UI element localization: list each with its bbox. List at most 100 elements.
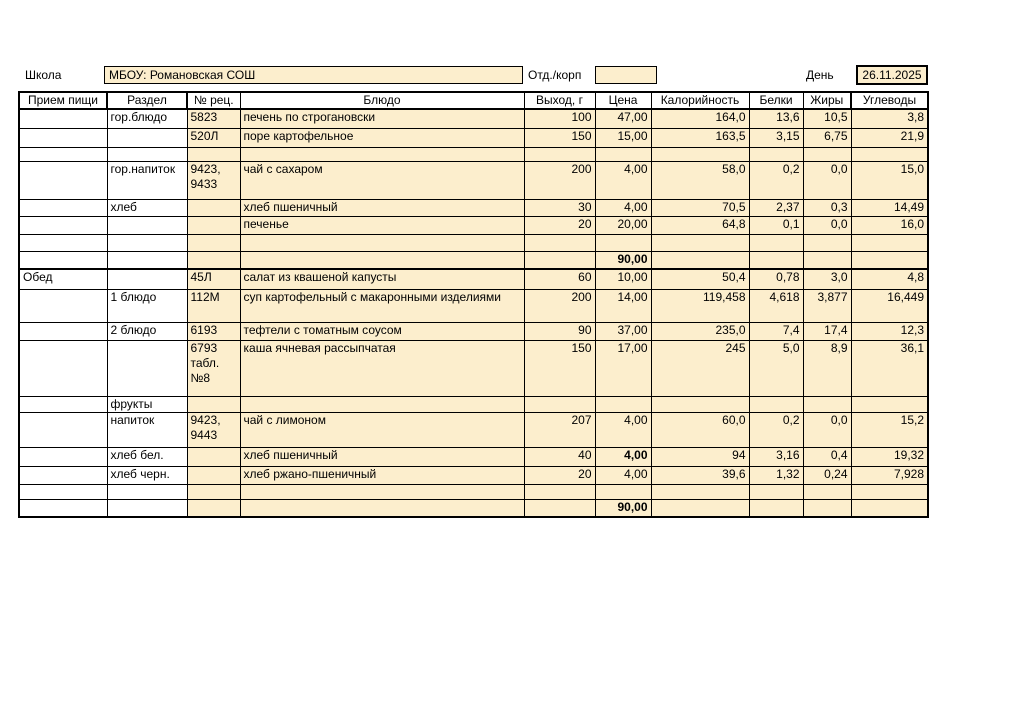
cell-calories: 119,458: [650, 288, 750, 323]
cell-section: гор.блюдо: [106, 108, 188, 129]
cell-recipe: 9423, 9433: [186, 160, 241, 200]
cell-output: [523, 146, 596, 162]
cell-dish: печенье: [239, 215, 525, 235]
col-header-protein: Белки: [748, 91, 804, 110]
table-row: хлеб хлеб пшеничный 30 4,00 70,5 2,37 0,3 14,49: [18, 198, 929, 217]
cell-section: хлеб: [106, 198, 188, 217]
cell-output: [523, 483, 596, 500]
cell-carbs: 36,1: [850, 339, 929, 397]
day-label: День: [806, 68, 834, 82]
cell-carbs: [850, 483, 929, 500]
cell-dish: [239, 250, 525, 270]
cell-carbs: [850, 250, 929, 270]
cell-meal: [18, 250, 108, 270]
cell-section: 1 блюдо: [106, 288, 188, 323]
cell-output: [523, 233, 596, 252]
cell-carbs: 16,0: [850, 215, 929, 235]
cell-dish: хлеб пшеничный: [239, 446, 525, 467]
cell-recipe: [186, 498, 241, 518]
cell-dish: [239, 233, 525, 252]
table-row: Обед 45Л салат из квашеной капусты 60 10,00 5…: [18, 268, 929, 290]
cell-fat: 0,0: [802, 160, 852, 200]
cell-dish: поре картофельное: [239, 127, 525, 148]
cell-section: напиток: [106, 411, 188, 448]
cell-fat: 0,0: [802, 411, 852, 448]
cell-fat: [802, 250, 852, 270]
cell-calories: [650, 146, 750, 162]
cell-recipe: 520Л: [186, 127, 241, 148]
cell-protein: [748, 395, 804, 413]
cell-protein: [748, 233, 804, 252]
cell-recipe: [186, 198, 241, 217]
dept-input[interactable]: [595, 66, 657, 84]
cell-fat: 10,5: [802, 108, 852, 129]
cell-protein: 7,4: [748, 321, 804, 341]
cell-protein: 3,15: [748, 127, 804, 148]
cell-dish: суп картофельный с макаронными изделиями: [239, 288, 525, 323]
school-label: Школа: [25, 68, 62, 82]
cell-fat: 6,75: [802, 127, 852, 148]
cell-price: 4,00: [594, 160, 652, 200]
dept-label: Отд./корп: [528, 68, 582, 82]
col-header-section: Раздел: [106, 91, 188, 110]
cell-meal: [18, 198, 108, 217]
cell-price: 4,00: [594, 411, 652, 448]
cell-price: 90,00: [594, 498, 652, 518]
cell-carbs: 7,928: [850, 465, 929, 485]
cell-output: 207: [523, 411, 596, 448]
cell-price: 90,00: [594, 250, 652, 270]
cell-protein: 5,0: [748, 339, 804, 397]
cell-fat: [802, 498, 852, 518]
cell-recipe: [186, 215, 241, 235]
cell-price: 4,00: [594, 198, 652, 217]
cell-calories: [650, 498, 750, 518]
cell-calories: 94: [650, 446, 750, 467]
cell-dish: [239, 395, 525, 413]
col-header-dish: Блюдо: [239, 91, 525, 110]
cell-calories: 39,6: [650, 465, 750, 485]
cell-protein: 4,618: [748, 288, 804, 323]
col-header-fat: Жиры: [802, 91, 852, 110]
cell-price: 4,00: [594, 446, 652, 467]
table-header-row: Прием пищи Раздел № рец. Блюдо Выход, г Цена К…: [18, 91, 929, 110]
cell-carbs: [850, 233, 929, 252]
cell-recipe: 112М: [186, 288, 241, 323]
cell-meal: [18, 108, 108, 129]
cell-section: [106, 250, 188, 270]
cell-protein: [748, 146, 804, 162]
cell-output: 60: [523, 268, 596, 290]
cell-price: 4,00: [594, 465, 652, 485]
cell-meal: [18, 146, 108, 162]
cell-fat: [802, 146, 852, 162]
cell-protein: 1,32: [748, 465, 804, 485]
day-input[interactable]: 26.11.2025: [856, 65, 928, 85]
cell-recipe: 5823: [186, 108, 241, 129]
col-header-calories: Калорийность: [650, 91, 750, 110]
cell-calories: 70,5: [650, 198, 750, 217]
col-header-recipe: № рец.: [186, 91, 241, 110]
cell-protein: 3,16: [748, 446, 804, 467]
cell-output: 200: [523, 288, 596, 323]
cell-section: 2 блюдо: [106, 321, 188, 341]
cell-carbs: [850, 498, 929, 518]
cell-dish: [239, 498, 525, 518]
cell-dish: чай с лимоном: [239, 411, 525, 448]
cell-protein: [748, 250, 804, 270]
cell-fat: 0,4: [802, 446, 852, 467]
cell-price: [594, 233, 652, 252]
cell-carbs: 4,8: [850, 268, 929, 290]
cell-price: [594, 395, 652, 413]
cell-meal: [18, 465, 108, 485]
cell-calories: 245: [650, 339, 750, 397]
cell-protein: 2,37: [748, 198, 804, 217]
school-input[interactable]: МБОУ: Романовская СОШ: [104, 66, 523, 84]
cell-meal: [18, 321, 108, 341]
cell-calories: [650, 395, 750, 413]
cell-carbs: 3,8: [850, 108, 929, 129]
cell-meal: [18, 160, 108, 200]
cell-recipe: [186, 446, 241, 467]
cell-section: фрукты: [106, 395, 188, 413]
cell-dish: чай с сахаром: [239, 160, 525, 200]
cell-protein: 0,2: [748, 411, 804, 448]
cell-meal: [18, 395, 108, 413]
